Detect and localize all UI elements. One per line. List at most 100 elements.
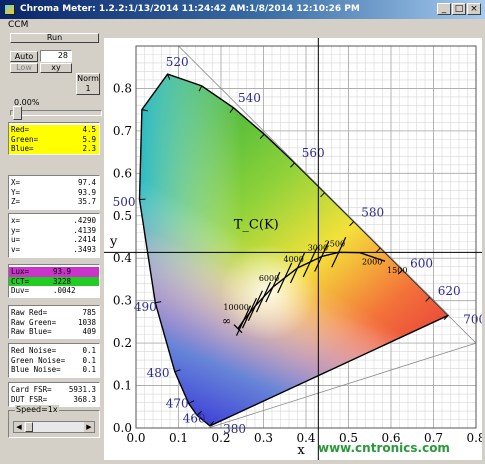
duv-row: Duv=.0042: [9, 286, 99, 296]
noise-row: Blue Noise=0.1: [9, 365, 99, 375]
xyz-value: 93.9: [78, 188, 96, 198]
auto-value-field[interactable]: 28: [40, 50, 72, 62]
minimize-icon[interactable]: _: [437, 3, 451, 15]
y-tick-label: 0.4: [113, 251, 132, 265]
chroma-row: u=.2414: [9, 235, 99, 245]
noise-value: 0.1: [82, 356, 96, 366]
xyz-label: Z=: [11, 197, 20, 206]
wavelength-label: 620: [438, 284, 461, 298]
speed-scrollbar[interactable]: ◀ ▶: [13, 421, 95, 433]
y-axis-label: y: [109, 234, 118, 249]
maximize-icon[interactable]: □: [452, 3, 466, 15]
chroma-value: .3493: [73, 245, 96, 255]
y-tick-label: 0.2: [113, 336, 132, 350]
rgb-row: Green=5.9: [9, 135, 99, 145]
cct-label: 4000: [284, 255, 304, 264]
scroll-left-icon[interactable]: ◀: [14, 422, 24, 432]
close-icon[interactable]: ×: [467, 3, 481, 15]
raw-row: Raw Green= 1038: [9, 318, 99, 328]
y-tick-label: 0.3: [113, 294, 132, 308]
rgb-row: Blue=2.3: [9, 144, 99, 154]
raw-label: Raw Green=: [11, 318, 56, 327]
xyz-label: X=: [11, 178, 20, 187]
wavelength-label: 600: [410, 256, 433, 270]
photometric-panel: Lux= 93.9 CCT= 3228 Duv=.0042: [8, 264, 100, 298]
chroma-row: y=.4139: [9, 226, 99, 236]
xyz-value: 97.4: [78, 178, 96, 188]
chromaticity-diagram: 10000600040003000250020001500∞T_C(K) 520…: [104, 38, 482, 460]
xyz-row: Z= 35.7: [9, 197, 99, 207]
cct-label: 2500: [325, 239, 345, 248]
cct-label: 2000: [362, 258, 382, 267]
raw-label: Raw Red=: [11, 308, 47, 317]
y-tick-label: 0.5: [113, 209, 132, 223]
xyz-value: 35.7: [78, 197, 96, 207]
y-tick-label: 0.7: [113, 124, 132, 138]
app-icon: [4, 4, 15, 15]
raw-label: Raw Blue=: [11, 327, 52, 336]
wavelength-label: 520: [166, 55, 189, 69]
raw-value: 1038: [78, 318, 96, 328]
chroma-value: .2414: [73, 235, 96, 245]
x-axis-label: x: [297, 443, 305, 458]
noise-value: 0.1: [82, 346, 96, 356]
x-tick-label: 0.1: [169, 431, 188, 445]
fsr-label: Card FSR=: [11, 385, 52, 394]
auto-button[interactable]: Auto: [10, 51, 38, 62]
noise-label: Green Noise=: [11, 356, 65, 365]
chroma-value: .4139: [73, 226, 96, 236]
speed-group: Speed=1x ◀ ▶: [8, 410, 100, 438]
raw-row: Raw Blue=409: [9, 327, 99, 337]
fsr-row: Card FSR=5931.3: [9, 385, 99, 395]
scroll-thumb[interactable]: [25, 422, 33, 432]
wavelength-label: 580: [361, 206, 384, 220]
cct-label: 1500: [387, 266, 407, 275]
wavelength-label: 500: [113, 195, 136, 209]
scroll-right-icon[interactable]: ▶: [84, 422, 94, 432]
cct-row: CCT= 3228: [9, 277, 99, 287]
wavelength-label: 470: [166, 397, 189, 411]
low-button[interactable]: Low: [10, 63, 38, 73]
lux-value: 93.9: [53, 267, 71, 277]
lux-row: Lux= 93.9: [9, 267, 99, 277]
chroma-label: x=: [11, 216, 20, 225]
noise-label: Red Noise=: [11, 346, 56, 355]
chroma-row: v= .3493: [9, 245, 99, 255]
wavelength-label: 490: [134, 300, 157, 314]
x-tick-label: 0.3: [254, 431, 273, 445]
run-button[interactable]: Run: [10, 33, 99, 43]
xyz-row: Y=93.9: [9, 188, 99, 198]
chroma-label: v=: [11, 245, 20, 254]
lux-label: Lux=: [11, 267, 29, 276]
x-tick-label: 0.2: [211, 431, 230, 445]
rgb-value: 4.5: [82, 125, 96, 135]
wavelength-label: 460: [183, 411, 206, 425]
fsr-value: 368.3: [73, 395, 96, 405]
xy-button[interactable]: xy: [40, 63, 72, 73]
chroma-row: x= .4290: [9, 216, 99, 226]
noise-label: Blue Noise=: [11, 365, 61, 374]
x-tick-label: 0.8: [466, 431, 482, 445]
y-tick-label: 0.1: [113, 379, 132, 393]
wavelength-label: 560: [302, 146, 325, 160]
speed-label: Speed=1x: [15, 405, 59, 414]
cie-chart-svg: 10000600040003000250020001500∞T_C(K) 520…: [104, 38, 482, 460]
menu-ccm[interactable]: CCM: [8, 20, 28, 30]
y-tick-label: 0.0: [113, 421, 132, 435]
cct-label: CCT=: [11, 277, 29, 286]
raw-row: Raw Red=785: [9, 308, 99, 318]
slider-thumb[interactable]: [13, 106, 22, 120]
chroma-value: .4290: [73, 216, 96, 226]
norm-button[interactable]: Norm 1: [76, 73, 100, 95]
cct-value: 3228: [53, 277, 71, 287]
slider-track[interactable]: [10, 110, 102, 116]
norm-label: Norm: [77, 74, 99, 84]
rgb-value: 2.3: [82, 144, 96, 154]
rgb-label: Red=: [11, 125, 29, 134]
watermark: www.cntronics.com: [318, 441, 450, 455]
